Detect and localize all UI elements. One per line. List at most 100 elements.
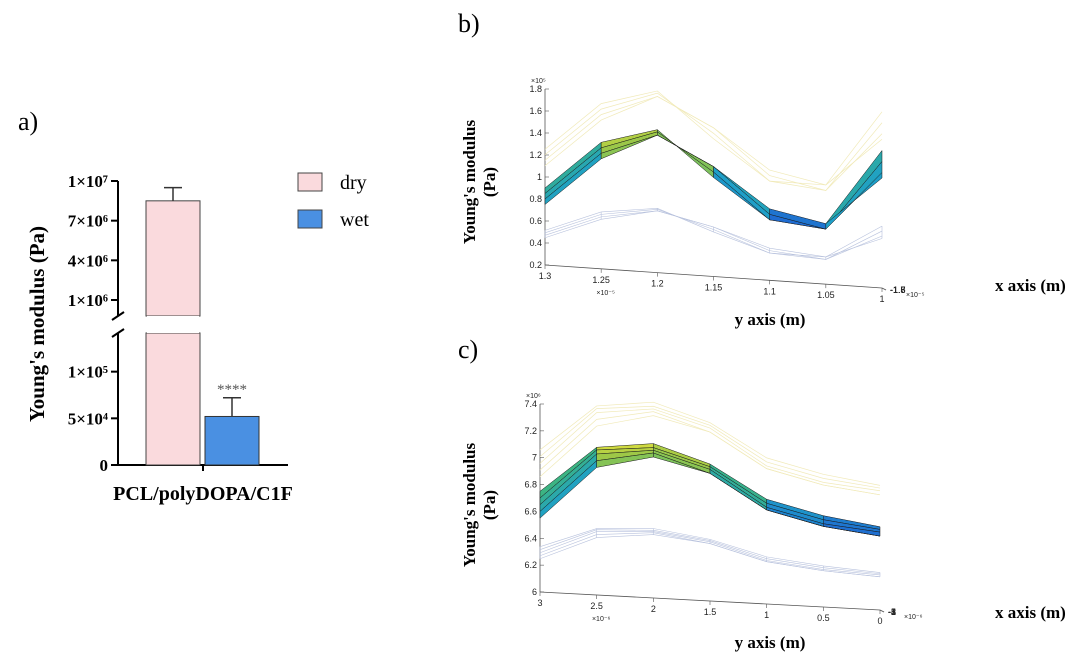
z-tick-label: 1 [537,172,542,182]
z-tick-label: 1.2 [529,150,542,160]
bar-dry-upper [145,200,201,317]
z-tick-label: 7 [532,453,537,463]
bar-chart-panel-a: 1×10⁶ 4×10⁶ 7×10⁶ 1×10⁷ 0 5×10⁴ 1×10⁵ **** dry we… [25,172,369,505]
y-tick-label: 0.5 [817,613,830,623]
x-tick [879,609,885,613]
z-axis-unit: (Pa) [480,167,499,197]
surface-patch [709,463,767,504]
z-multiplier: ×10⁵ [531,78,546,85]
x-axis-title: x axis (m) [995,603,1066,622]
legend-label-dry: dry [340,172,367,194]
y-tick-label: 0 [100,456,109,475]
y-tick-label: 1.3 [539,271,552,281]
y-multiplier: ×10⁻⁵ [596,290,615,297]
x-tick-label: -1.6 [890,285,906,295]
z-tick-label: 7.4 [524,399,537,409]
ghost-mesh-line [539,408,881,492]
y-tick-label: 1×10⁶ [68,291,108,310]
surface-patch [657,134,714,167]
x-tick-label: -4 [888,607,896,617]
x-tick-label: -1.5 [890,285,906,295]
y-tick-label: 1.15 [705,283,723,293]
z-tick-label: 0.2 [529,260,542,270]
surface-patch [709,468,767,511]
z-multiplier: ×10⁶ [526,393,541,400]
x-axis-title: PCL/polyDOPA/C1F [113,483,293,505]
z-tick-label: 0.4 [529,238,542,248]
surface-patch [709,473,767,511]
y-tick-label: 7×10⁶ [68,212,108,231]
panel-b-label: b) [458,9,480,38]
ghost-mesh-line [544,92,883,191]
surface-chart-panel-b: 0.2 0.4 0.6 0.8 1 1.2 1.4 1.6 1.8×10⁵ 1.3 1.25 1.2 1… [460,78,1066,329]
z-tick-label: 6 [532,587,537,597]
significance-label: **** [217,382,247,398]
z-tick-label: 1.6 [529,106,542,116]
z-axis-title: Young's modulus [460,442,479,567]
legend-label-wet: wet [340,209,369,231]
y-tick-label: 1.5 [704,607,717,617]
y-multiplier: ×10⁻⁶ [592,616,611,623]
panel-c-label: c) [458,335,478,364]
x-tick-label: -1.8 [890,285,906,295]
z-tick-label: 6.6 [524,506,537,516]
surface-patch [544,141,602,195]
z-tick-label: 0.8 [529,194,542,204]
z-tick-label: 6.4 [524,533,537,543]
ghost-mesh-line [539,411,881,496]
x-tick-label: -1.7 [890,285,906,295]
y-tick-label: 0 [877,616,882,626]
ghost-mesh-line [539,401,881,486]
z-tick-label: 0.6 [529,216,542,226]
surface-patch [653,452,711,474]
ghost-mesh-line [539,528,881,573]
y-tick-label: 1 [764,610,769,620]
y-tick-label: 2 [651,604,656,614]
axis-break-mark [111,328,125,338]
ghost-mesh-line [539,405,881,489]
z-tick-label: 7.2 [524,426,537,436]
z-tick-label: 1.4 [529,128,542,138]
y-tick-label: 1.25 [592,275,610,285]
x-tick-label: -5 [888,607,896,617]
legend-swatch-dry [297,172,323,192]
y-axis-title: y axis (m) [735,633,806,652]
surface-patch [657,131,714,173]
surface-chart-panel-c: 6 6.2 6.4 6.6 6.8 7 7.2 7.4×10⁶ 3 2.5 2 1.5 1 0.5 0 ×10… [460,393,1066,652]
y-tick-label: 2.5 [590,601,603,611]
y-tick-label: 3 [537,598,542,608]
y-tick-label: 1×10⁷ [68,172,108,191]
x-tick [881,287,887,291]
bar-dry-lower [145,332,201,466]
z-axis-unit: (Pa) [480,490,499,520]
y-tick-label: 4×10⁶ [68,251,108,270]
surface-patch [823,526,881,537]
panel-a-label: a) [18,107,38,136]
x-tick-label: -2 [888,607,896,617]
surface-patch [825,171,883,230]
ghost-mesh-line [544,90,883,186]
axis-break-mark [111,311,125,321]
bar-break-gap [147,316,199,333]
y-tick-label: 1.1 [763,286,776,296]
x-multiplier: ×10⁻⁵ [906,292,925,299]
y-tick-label: 1.05 [817,290,835,300]
x-multiplier: ×10⁻⁶ [904,614,923,621]
x-tick-label: -3 [888,607,896,617]
ghost-mesh-line [539,529,881,575]
surface-patch [544,152,602,206]
surface-patch [657,129,714,179]
surface-patch [709,466,767,508]
surface-patch [600,134,658,160]
z-tick-label: 6.2 [524,560,537,570]
surface-patch [539,449,597,506]
y-tick-label: 1×10⁵ [68,363,108,382]
legend-swatch-wet [297,209,323,229]
y-tick-label: 5×10⁴ [68,409,108,428]
y-axis-title: Young's modulus (Pa) [25,226,49,422]
z-axis-title: Young's modulus [460,119,479,244]
y-tick-label: 1.2 [651,279,664,289]
x-tick-label: -1 [888,607,896,617]
z-tick-label: 1.8 [529,84,542,94]
